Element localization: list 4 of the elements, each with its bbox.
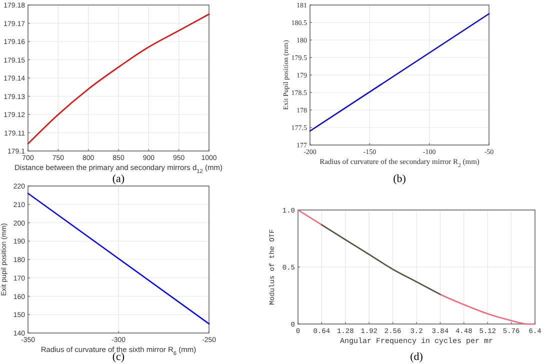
- text: (a): [112, 173, 125, 185]
- line-series: [27, 13, 210, 144]
- text: (d): [410, 351, 424, 363]
- text: (b): [393, 173, 406, 185]
